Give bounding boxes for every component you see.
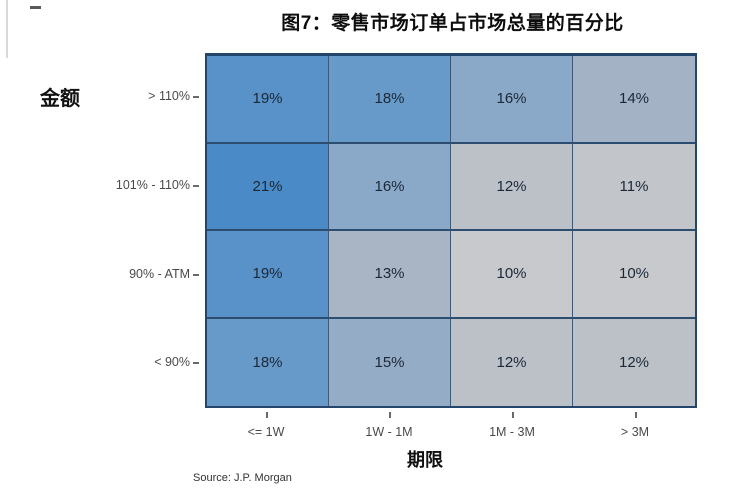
- x-axis-label: 1W - 1M: [365, 425, 413, 439]
- x-axis-title: 期限: [407, 450, 443, 470]
- heatmap-cell: 21%: [207, 143, 329, 231]
- heatmap-cell: 14%: [573, 56, 695, 144]
- x-axis-tick: [389, 412, 391, 418]
- heatmap-cell: 12%: [451, 318, 573, 406]
- heatmap-cell: 10%: [451, 231, 573, 319]
- heatmap-cell: 11%: [573, 143, 695, 231]
- x-axis-tick: [635, 412, 637, 418]
- y-axis-label: 90% - ATM: [129, 267, 190, 281]
- heatmap-cell: 15%: [329, 318, 451, 406]
- heatmap-cell: 18%: [207, 318, 329, 406]
- heatmap-grid: 19% 18% 16% 14% 21% 16% 12% 11% 19% 13% …: [205, 53, 697, 408]
- screen-corner-artifact-dash: [30, 6, 41, 9]
- source-note: Source: J.P. Morgan: [193, 472, 292, 484]
- heatmap-cell: 10%: [573, 231, 695, 319]
- heatmap-cell: 16%: [451, 56, 573, 144]
- x-axis-tick: [266, 412, 268, 418]
- y-axis-label: < 90%: [154, 355, 190, 369]
- heatmap-cell: 13%: [329, 231, 451, 319]
- x-axis-label: <= 1W: [247, 425, 285, 439]
- heatmap-cell: 18%: [329, 56, 451, 144]
- y-axis-label: > 110%: [148, 89, 190, 103]
- x-axis-label: > 3M: [620, 425, 650, 439]
- y-axis-tick: [193, 96, 199, 98]
- screen-edge-artifact-line: [6, 0, 8, 58]
- heatmap-cell: 12%: [451, 143, 573, 231]
- heatmap-cell: 19%: [207, 56, 329, 144]
- y-axis-title: 金额: [40, 88, 80, 110]
- x-axis-tick: [512, 412, 514, 418]
- heatmap-cell: 12%: [573, 318, 695, 406]
- x-axis-label: 1M - 3M: [489, 425, 535, 439]
- y-axis-tick: [193, 185, 199, 187]
- heatmap-cell: 16%: [329, 143, 451, 231]
- chart-title: 图7：零售市场订单占市场总量的百分比: [281, 13, 624, 34]
- y-axis-label: 101% - 110%: [115, 178, 190, 192]
- y-axis-tick: [193, 274, 199, 276]
- y-axis-tick: [193, 362, 199, 364]
- heatmap-cell: 19%: [207, 231, 329, 319]
